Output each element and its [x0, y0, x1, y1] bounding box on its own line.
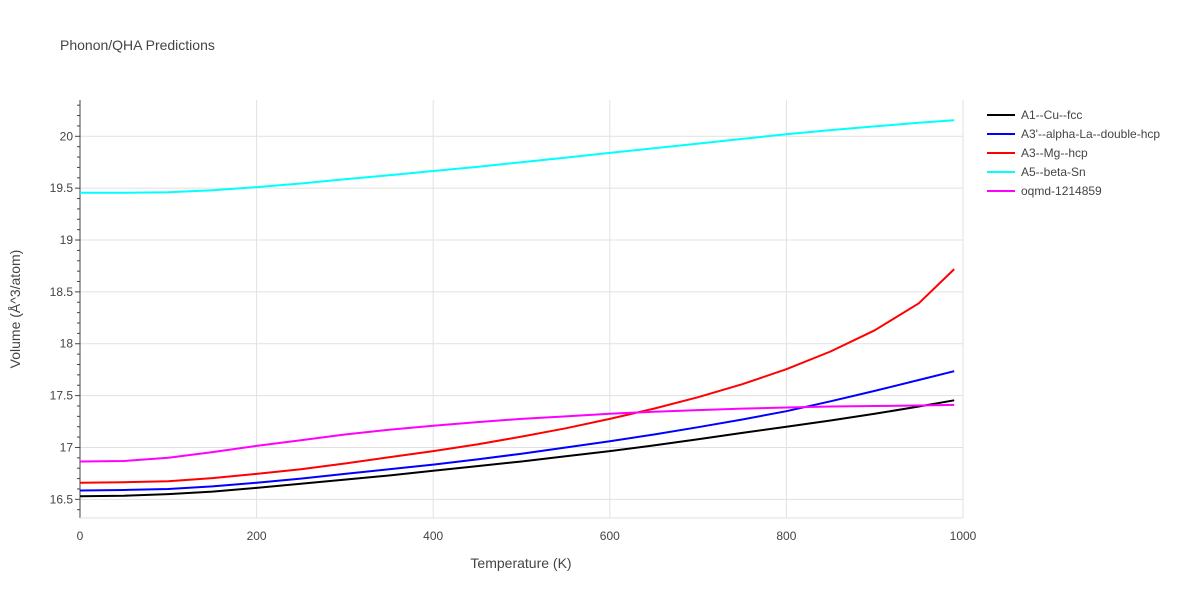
x-tick-label: 800 — [776, 529, 796, 543]
axes: 0 200 400 600 800 1000 16.5 17 17.5 18 18.5 19 19.5 2… — [50, 100, 977, 543]
series-line-2[interactable] — [79, 268, 955, 484]
y-tick-label: 18 — [60, 337, 74, 351]
y-tick-label: 17.5 — [50, 389, 74, 403]
legend-item-3[interactable]: A5--beta-Sn — [987, 165, 1086, 179]
legend-label: A3--Mg--hcp — [1021, 146, 1088, 160]
x-tick-label: 1000 — [950, 529, 977, 543]
series-line-1[interactable] — [79, 370, 955, 492]
x-axis-title: Temperature (K) — [470, 555, 571, 571]
series-line-4[interactable] — [79, 403, 955, 463]
legend-item-0[interactable]: A1--Cu--fcc — [987, 108, 1082, 122]
legend-label: A3'--alpha-La--double-hcp — [1021, 127, 1160, 141]
y-tick-label: 20 — [60, 129, 74, 143]
y-tick-label: 18.5 — [50, 285, 74, 299]
y-tick-label: 17 — [60, 440, 74, 454]
y-axis-title: Volume (Å^3/atom) — [7, 250, 23, 369]
y-tick-label: 16.5 — [50, 492, 74, 506]
legend-label: A5--beta-Sn — [1021, 165, 1086, 179]
x-tick-label: 400 — [423, 529, 443, 543]
x-tick-label: 600 — [600, 529, 620, 543]
legend-item-1[interactable]: A3'--alpha-La--double-hcp — [987, 127, 1160, 141]
legend-item-4[interactable]: oqmd-1214859 — [987, 184, 1102, 198]
chart-title: Phonon/QHA Predictions — [60, 37, 215, 53]
series-line-0[interactable] — [79, 399, 955, 498]
legend-label: A1--Cu--fcc — [1021, 108, 1082, 122]
legend-item-2[interactable]: A3--Mg--hcp — [987, 146, 1088, 160]
x-tick-label: 0 — [77, 529, 84, 543]
plot-area — [79, 119, 955, 498]
legend-label: oqmd-1214859 — [1021, 184, 1102, 198]
y-tick-label: 19.5 — [50, 181, 74, 195]
legend[interactable]: A1--Cu--fcc A3'--alpha-La--double-hcp A3--… — [987, 108, 1160, 198]
x-tick-label: 200 — [247, 529, 267, 543]
y-tick-label: 19 — [60, 233, 74, 247]
series-line-3[interactable] — [80, 119, 955, 194]
